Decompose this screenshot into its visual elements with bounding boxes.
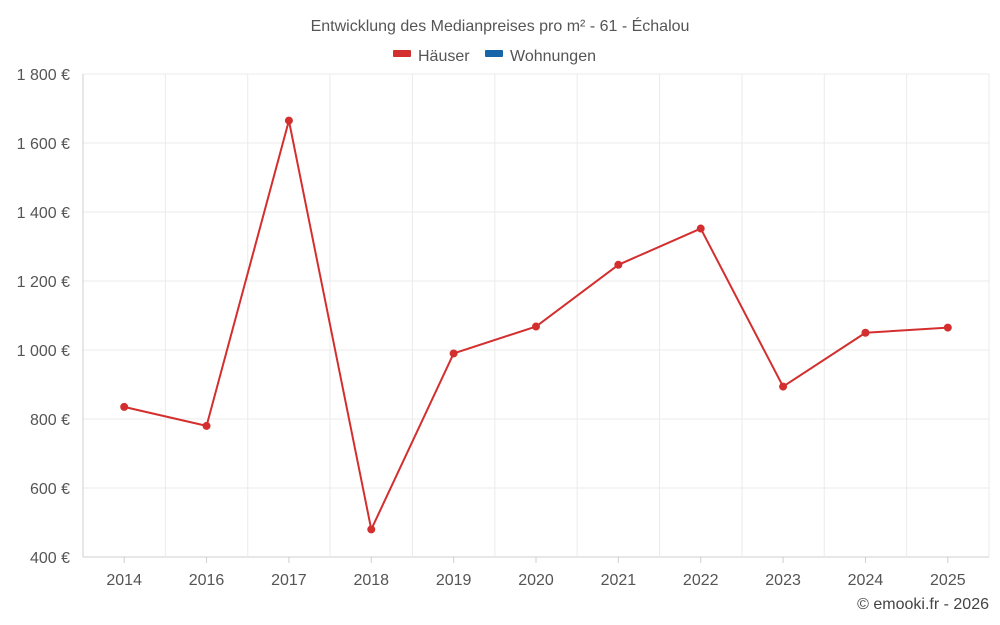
data-point[interactable] bbox=[861, 328, 870, 337]
y-axis-labels: 400 € 600 € 800 € 1 000 € 1 200 € 1 400 € 1 60… bbox=[17, 67, 70, 567]
data-point[interactable] bbox=[779, 382, 788, 391]
y-tick-label: 1 800 € bbox=[17, 67, 70, 84]
data-point[interactable] bbox=[284, 116, 293, 125]
x-tick-label: 2017 bbox=[271, 572, 307, 589]
data-point[interactable] bbox=[120, 402, 129, 411]
series-haeuser bbox=[120, 116, 952, 534]
data-point[interactable] bbox=[367, 525, 376, 534]
legend-label-haeuser: Häuser bbox=[418, 48, 470, 65]
y-tick-label: 1 600 € bbox=[17, 136, 70, 153]
chart-title: Entwicklung des Medianpreises pro m² - 6… bbox=[311, 16, 690, 35]
x-axis-labels: 2014 2016 2017 2018 2019 2020 2021 2022 2023 2024… bbox=[106, 572, 965, 589]
legend-item-haeuser[interactable]: Häuser bbox=[393, 48, 470, 65]
y-tick-label: 1 000 € bbox=[17, 343, 70, 360]
data-point[interactable] bbox=[532, 322, 540, 331]
y-tick-label: 600 € bbox=[30, 481, 70, 498]
data-point[interactable] bbox=[943, 323, 952, 332]
data-point[interactable] bbox=[696, 224, 705, 233]
x-tick-label: 2023 bbox=[765, 572, 801, 589]
legend-item-wohnungen[interactable]: Wohnungen bbox=[485, 48, 596, 65]
x-tick-label: 2024 bbox=[848, 572, 884, 589]
credit-text: © emooki.fr - 2026 bbox=[857, 596, 989, 613]
y-tick-label: 1 200 € bbox=[17, 274, 70, 291]
grid bbox=[82, 73, 990, 563]
x-tick-label: 2014 bbox=[106, 572, 142, 589]
legend: Häuser Wohnungen bbox=[393, 48, 596, 65]
data-point[interactable] bbox=[614, 260, 623, 269]
x-tick-label: 2016 bbox=[189, 572, 225, 589]
data-point[interactable] bbox=[202, 421, 211, 430]
x-tick-label: 2022 bbox=[683, 572, 719, 589]
y-tick-label: 1 400 € bbox=[17, 205, 70, 222]
x-tick-label: 2021 bbox=[601, 572, 637, 589]
x-tick-label: 2019 bbox=[436, 572, 472, 589]
x-tick-label: 2025 bbox=[930, 572, 966, 589]
data-point[interactable] bbox=[449, 349, 458, 358]
x-tick-label: 2018 bbox=[353, 572, 389, 589]
y-tick-label: 800 € bbox=[30, 412, 70, 429]
legend-swatch-wohnungen bbox=[485, 50, 503, 57]
x-tick-label: 2020 bbox=[518, 572, 554, 589]
legend-label-wohnungen: Wohnungen bbox=[510, 48, 596, 65]
legend-swatch-haeuser bbox=[393, 50, 411, 57]
y-tick-label: 400 € bbox=[30, 550, 70, 567]
